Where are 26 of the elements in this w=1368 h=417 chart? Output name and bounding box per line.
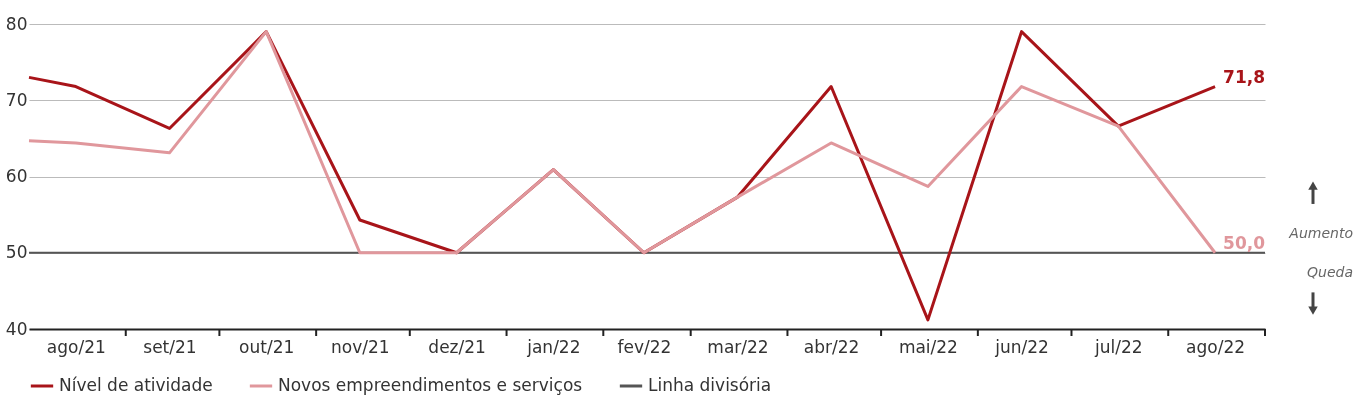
y-tick-label: 80 bbox=[5, 13, 28, 34]
text: Aumento bbox=[1288, 225, 1353, 242]
x-tick-label: out/21 bbox=[239, 336, 295, 357]
x-tick-label: ago/21 bbox=[46, 336, 106, 357]
y-tick-label: 40 bbox=[5, 318, 28, 339]
x-tick-label: fev/22 bbox=[617, 336, 672, 357]
legend-label: Nível de atividade bbox=[59, 375, 213, 395]
data-label: 50,0 bbox=[1223, 232, 1266, 253]
y-tick-label: 50 bbox=[5, 242, 28, 263]
x-tick-label: nov/21 bbox=[331, 336, 390, 357]
x-tick-label: dez/21 bbox=[428, 336, 486, 357]
y-tick-label: 70 bbox=[5, 89, 28, 110]
x-tick-label: set/21 bbox=[143, 336, 197, 357]
x-tick-label: jan/22 bbox=[526, 336, 581, 357]
x-tick-label: ago/22 bbox=[1186, 336, 1246, 357]
x-tick-label: mai/22 bbox=[898, 336, 958, 357]
x-tick-label: jun/22 bbox=[994, 336, 1049, 357]
x-tick-label: abr/22 bbox=[803, 336, 860, 357]
x-tick-label: mar/22 bbox=[707, 336, 769, 357]
line-series bbox=[27, 30, 1217, 255]
data-label: 71,8 bbox=[1223, 66, 1266, 87]
legend-label: Linha divisória bbox=[648, 375, 772, 395]
legend-label: Novos empreendimentos e serviços bbox=[278, 375, 583, 395]
x-tick-label: jul/22 bbox=[1094, 336, 1143, 357]
text: Queda bbox=[1307, 263, 1353, 280]
y-tick-label: 60 bbox=[5, 166, 28, 186]
